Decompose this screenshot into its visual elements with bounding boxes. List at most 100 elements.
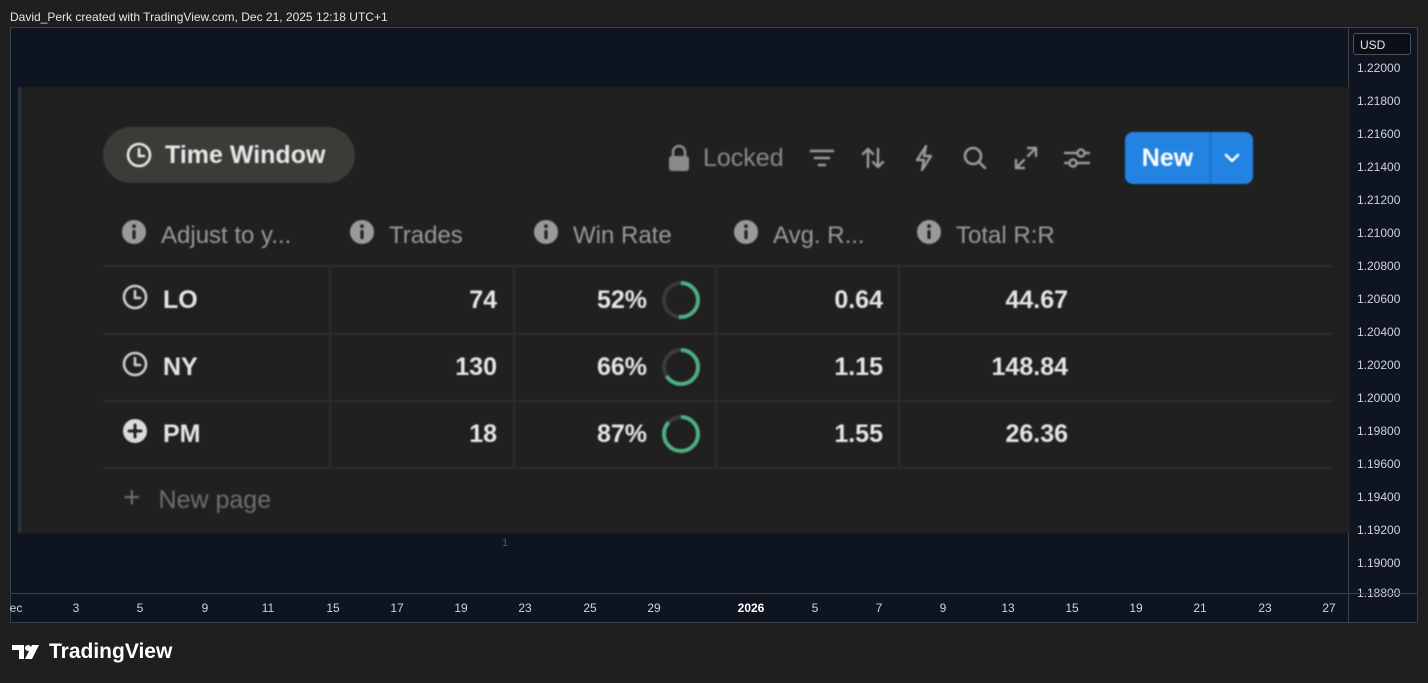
- avg-r-cell[interactable]: 1.55: [834, 419, 883, 448]
- price-label: 1.19400: [1357, 490, 1401, 504]
- price-label: 1.20200: [1357, 358, 1401, 372]
- price-label: 1.19800: [1357, 424, 1401, 438]
- settings-sliders-icon[interactable]: [1063, 144, 1091, 172]
- price-label: 1.22000: [1357, 61, 1401, 75]
- lightning-icon[interactable]: [910, 144, 938, 172]
- table-row[interactable]: LO 74 52% 0.64 44.67: [103, 267, 1333, 335]
- price-label: 1.19600: [1357, 457, 1401, 471]
- row-name-cell[interactable]: NY: [121, 334, 198, 400]
- view-toolbar: Locked: [667, 132, 1114, 184]
- view-tab-label: Time Window: [165, 140, 326, 169]
- axis-corner: [1348, 593, 1417, 622]
- price-label: 1.19000: [1357, 556, 1401, 570]
- filter-icon[interactable]: [808, 144, 836, 172]
- win-rate-cell[interactable]: 52%: [515, 267, 701, 333]
- trades-cell[interactable]: 18: [469, 419, 497, 448]
- column-divider: [898, 334, 900, 400]
- search-icon[interactable]: [961, 144, 989, 172]
- total-rr-cell[interactable]: 44.67: [1005, 285, 1068, 314]
- new-page-label: New page: [158, 485, 272, 514]
- avg-r-cell[interactable]: 1.15: [834, 352, 883, 381]
- tradingview-logo-icon: [12, 645, 39, 659]
- sort-icon[interactable]: [859, 144, 887, 172]
- avg-r-cell[interactable]: 0.64: [834, 285, 883, 314]
- time-label: 21: [1193, 601, 1207, 615]
- time-label: 25: [583, 601, 597, 615]
- time-axis[interactable]: ec 3 5 9 11 15 17 19 23 25 29 2026 5 7 9 13 15 19 21 23 27: [10, 593, 1351, 622]
- column-header[interactable]: Trades: [349, 219, 463, 252]
- price-label: 1.20000: [1357, 391, 1401, 405]
- time-label: 15: [1065, 601, 1079, 615]
- time-label: 15: [326, 601, 340, 615]
- new-dropdown-button[interactable]: [1211, 132, 1253, 184]
- column-divider: [513, 334, 515, 400]
- column-divider: [513, 401, 515, 467]
- new-page-button[interactable]: + New page: [123, 481, 272, 515]
- progress-ring: [662, 415, 700, 453]
- table-header: Adjust to y... Trades Win Rate Avg. R... Tot…: [103, 205, 1333, 267]
- time-label: 29: [647, 601, 661, 615]
- chevron-down-icon: [1224, 153, 1240, 163]
- brand-name: TradingView: [49, 640, 173, 663]
- column-header[interactable]: Avg. R...: [733, 219, 865, 252]
- pane-number: 1: [502, 537, 509, 549]
- clock-icon: [121, 283, 163, 318]
- price-label: 1.19200: [1357, 523, 1401, 537]
- win-rate-value: 52%: [596, 285, 647, 314]
- new-button[interactable]: New: [1125, 132, 1211, 184]
- win-rate-cell[interactable]: 66%: [515, 334, 701, 400]
- win-rate-value: 66%: [596, 352, 647, 381]
- column-header-label: Win Rate: [573, 221, 672, 249]
- column-header-label: Total R:R: [956, 221, 1055, 249]
- column-header[interactable]: Total R:R: [916, 219, 1055, 252]
- row-name: LO: [163, 285, 198, 314]
- time-label: 19: [454, 601, 468, 615]
- view-tab-time-window[interactable]: Time Window: [103, 127, 355, 183]
- price-label: 1.20600: [1357, 292, 1401, 306]
- price-label: 1.21200: [1357, 193, 1401, 207]
- info-icon: [916, 219, 942, 252]
- info-icon: [121, 219, 147, 252]
- progress-ring: [662, 348, 700, 386]
- price-label: 1.21400: [1357, 160, 1401, 174]
- table-row[interactable]: NY 130 66% 1.15 148.84: [103, 334, 1333, 402]
- currency-button[interactable]: USD: [1353, 33, 1411, 55]
- progress-ring: [662, 281, 700, 319]
- column-header[interactable]: Win Rate: [533, 219, 672, 252]
- column-divider: [715, 334, 717, 400]
- trades-cell[interactable]: 74: [469, 285, 497, 314]
- column-divider: [329, 401, 331, 467]
- info-icon: [349, 219, 375, 252]
- plus-icon: +: [123, 481, 141, 514]
- total-rr-cell[interactable]: 148.84: [991, 352, 1068, 381]
- column-header[interactable]: Adjust to y...: [121, 219, 291, 252]
- price-axis[interactable]: USD 1.22000 1.21800 1.21600 1.21400 1.21200 1…: [1348, 28, 1417, 600]
- row-name-cell[interactable]: LO: [121, 267, 198, 333]
- locked-button[interactable]: Locked: [667, 144, 784, 173]
- trades-cell[interactable]: 130: [455, 352, 497, 381]
- win-rate-value: 87%: [596, 419, 647, 448]
- locked-label: Locked: [703, 143, 784, 172]
- price-label: 1.21800: [1357, 94, 1401, 108]
- time-label: 17: [390, 601, 404, 615]
- chart-credit: David_Perk created with TradingView.com,…: [10, 10, 388, 24]
- column-divider: [898, 267, 900, 333]
- column-divider: [513, 267, 515, 333]
- info-icon: [733, 219, 759, 252]
- row-name: NY: [163, 352, 198, 381]
- column-header-label: Avg. R...: [773, 221, 865, 249]
- column-divider: [898, 401, 900, 467]
- total-rr-cell[interactable]: 26.36: [1005, 419, 1068, 448]
- new-button-group: New: [1125, 132, 1253, 184]
- time-label: 5: [811, 601, 819, 615]
- row-name-cell[interactable]: PM: [121, 401, 201, 467]
- table-row[interactable]: PM 18 87% 1.55 26.36: [103, 401, 1333, 469]
- time-label: 5: [136, 601, 144, 615]
- column-divider: [715, 267, 717, 333]
- clock-icon: [121, 350, 163, 385]
- clock-icon: [126, 142, 152, 168]
- expand-icon[interactable]: [1012, 144, 1040, 172]
- plus-circle-icon: [121, 417, 163, 452]
- price-label: 1.20800: [1357, 259, 1401, 273]
- win-rate-cell[interactable]: 87%: [515, 401, 701, 467]
